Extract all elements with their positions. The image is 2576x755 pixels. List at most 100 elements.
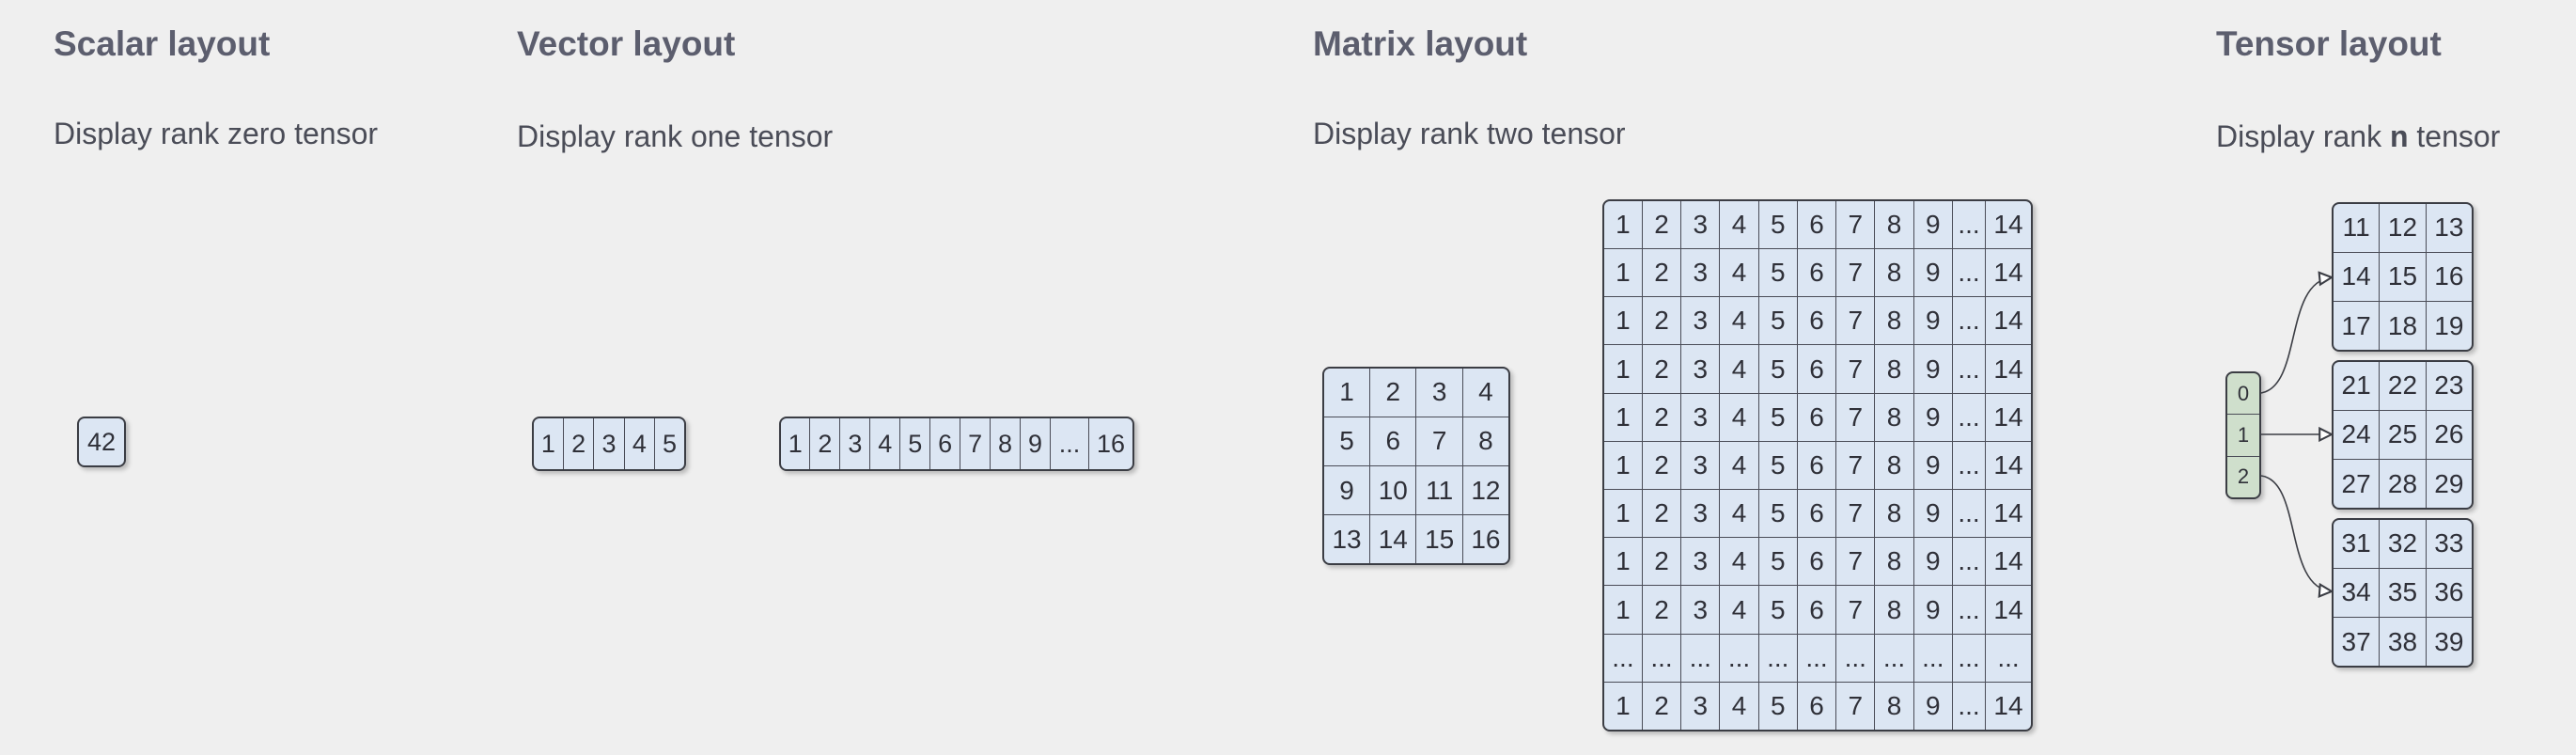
matrix-cell: ... <box>1952 489 1986 538</box>
matrix-cell: 5 <box>1757 247 1798 297</box>
table-row: 1 2 3 4 5 6 7 8 9... 14 <box>1604 489 2031 538</box>
vector-cell: 5 <box>654 418 684 469</box>
matrix-cell: 6 <box>1796 537 1836 586</box>
matrix-cell: 7 <box>1415 416 1463 466</box>
matrix-cell: 9 <box>1912 201 1953 249</box>
matrix-cell: 6 <box>1796 296 1836 345</box>
tensor-cell: 29 <box>2425 459 2472 508</box>
matrix-cell: 6 <box>1796 681 1836 730</box>
table-row: 1 2 3 4 5 6 7 8 9... 14 <box>1604 201 2031 249</box>
matrix-cell: 9 <box>1324 464 1370 515</box>
tensor-cell: 27 <box>2334 459 2380 508</box>
matrix-cell: 1 <box>1339 377 1354 407</box>
tensor-slice-table: 21 22 23 24 25 26 27 28 29 <box>2334 362 2472 508</box>
matrix-cell: 5 <box>1757 296 1798 345</box>
matrix-cell: 9 <box>1912 585 1953 635</box>
matrix-cell: 7 <box>1835 537 1875 586</box>
tensor-cell: 11 <box>2342 212 2370 243</box>
matrix-cell: 8 <box>1874 537 1914 586</box>
matrix-cell: 1 <box>1604 344 1643 394</box>
matrix-cell: 14 <box>1985 537 2031 586</box>
matrix-cell: 9 <box>1912 489 1953 538</box>
matrix-cell: 6 <box>1369 416 1416 466</box>
matrix-cell: 8 <box>1874 344 1914 394</box>
vector-cell: 2 <box>562 418 594 469</box>
vector-cell: 4 <box>623 418 655 469</box>
tensor-layout-subtitle: Display rank n tensor <box>2216 119 2500 154</box>
matrix-cell: 14 <box>1985 296 2031 345</box>
tensor-slice-1: 21 22 23 24 25 26 27 28 29 <box>2332 360 2474 510</box>
tensor-index: 0 1 2 <box>2225 371 2261 499</box>
matrix-cell: 4 <box>1719 296 1759 345</box>
matrix-cell: 6 <box>1796 344 1836 394</box>
matrix-cell: ... <box>1641 633 1681 683</box>
matrix-cell: 5 <box>1757 392 1798 442</box>
table-row: 37 38 39 <box>2334 617 2472 666</box>
tensor-cell: 19 <box>2425 301 2472 350</box>
tensor-layout-title: Tensor layout <box>2216 24 2442 63</box>
table-row: 34 35 36 <box>2334 567 2472 618</box>
matrix-cell: 8 <box>1874 247 1914 297</box>
matrix-cell: 2 <box>1641 344 1681 394</box>
matrix-cell: 5 <box>1757 585 1798 635</box>
matrix-cell: 7 <box>1835 585 1875 635</box>
matrix-cell: ... <box>1952 633 1986 683</box>
matrix-cell: 9 <box>1912 440 1953 490</box>
table-row: 31 32 33 <box>2334 520 2472 569</box>
table-row: ................................. <box>1604 633 2031 683</box>
matrix-cell: 1 <box>1604 440 1643 490</box>
matrix-cell: 4 <box>1719 392 1759 442</box>
matrix-cell: 1 <box>1604 489 1643 538</box>
matrix-cell: 11 <box>1415 464 1463 515</box>
tensor-cell: 34 <box>2334 567 2380 618</box>
tensor-index-cell: 2 <box>2227 455 2259 497</box>
matrix-large-table: 1 2 3 4 5 6 7 8 9... 14 1 2 3 4 5 6 7 8 9... 14 1 2 3 4 5 6 7 8 9...… <box>1604 201 2031 730</box>
tensor-cell: 17 <box>2334 301 2380 350</box>
matrix-cell: 2 <box>1641 489 1681 538</box>
table-row: 1 2 3 4 5 6 7 8 9... 14 <box>1604 585 2031 635</box>
vector-long: 1 2 3 4 5 6 7 8 9 ... 16 <box>779 417 1134 471</box>
matrix-cell: 4 <box>1461 369 1508 417</box>
table-row: 1 2 3 4 5 6 7 8 9... 14 <box>1604 681 2031 730</box>
vector-layout-title: Vector layout <box>517 24 736 63</box>
matrix-cell: ... <box>1952 440 1986 490</box>
matrix-cell: 8 <box>1874 585 1914 635</box>
matrix-cell: 2 <box>1641 247 1681 297</box>
matrix-cell: 14 <box>1985 247 2031 297</box>
tensor-cell: 32 <box>2379 520 2427 569</box>
vector-long-table: 1 2 3 4 5 6 7 8 9 ... 16 <box>781 418 1132 469</box>
vector-cell: 2 <box>809 418 840 469</box>
matrix-cell: 1 <box>1604 537 1643 586</box>
matrix-cell: 14 <box>1369 514 1416 563</box>
tensor-index-table: 0 1 2 <box>2227 373 2259 497</box>
matrix-cell: 2 <box>1641 296 1681 345</box>
matrix-cell: 2 <box>1641 440 1681 490</box>
tensor-cell: 22 <box>2379 362 2427 411</box>
vector-cell: 3 <box>593 418 625 469</box>
matrix-cell: 14 <box>1985 440 2031 490</box>
matrix-cell: 3 <box>1680 247 1720 297</box>
tensor-cell: 21 <box>2341 370 2371 401</box>
matrix-cell: 14 <box>1985 489 2031 538</box>
matrix-cell: 3 <box>1680 344 1720 394</box>
vector-cell: 8 <box>990 418 1021 469</box>
matrix-cell: 14 <box>1985 681 2031 730</box>
matrix-cell: 2 <box>1641 585 1681 635</box>
tensor-subtitle-suffix: tensor <box>2408 119 2501 153</box>
matrix-cell: 8 <box>1874 201 1914 249</box>
matrix-cell: 9 <box>1912 344 1953 394</box>
tensor-cell: 26 <box>2425 409 2472 460</box>
matrix-cell: 5 <box>1324 416 1370 466</box>
matrix-cell: ... <box>1952 681 1986 730</box>
vector-cell: ... <box>1050 418 1089 469</box>
matrix-cell: 5 <box>1757 201 1798 249</box>
matrix-cell: 3 <box>1415 369 1463 417</box>
matrix-cell: 7 <box>1835 247 1875 297</box>
matrix-cell: ... <box>1952 296 1986 345</box>
vector-short-table: 1 2 3 4 5 <box>534 418 684 469</box>
matrix-cell: ... <box>1912 633 1953 683</box>
tensor-cell: 12 <box>2379 204 2427 253</box>
vector-cell: 7 <box>960 418 991 469</box>
matrix-cell: 5 <box>1757 489 1798 538</box>
